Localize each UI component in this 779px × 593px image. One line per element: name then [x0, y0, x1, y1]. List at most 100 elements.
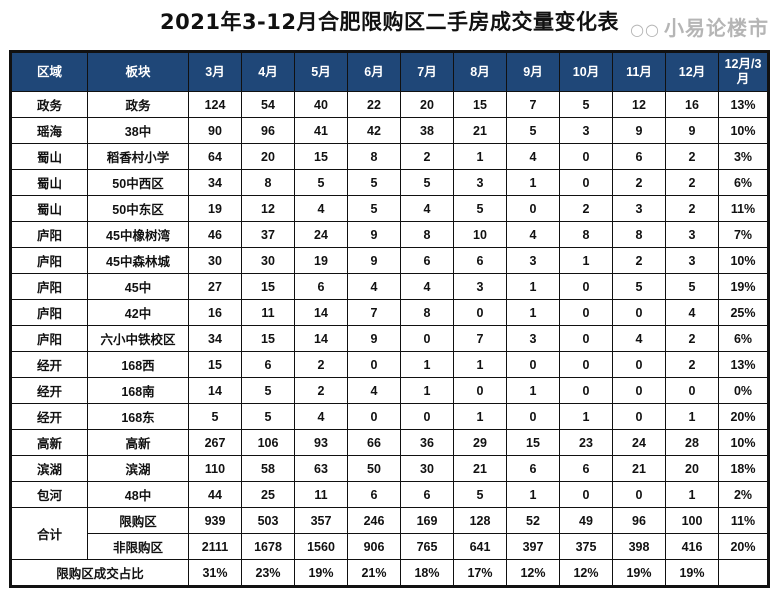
value-cell: 25%: [718, 299, 769, 326]
value-cell: 1: [506, 481, 560, 508]
share-value-cell: 12%: [506, 559, 560, 587]
value-cell: 19: [294, 247, 348, 274]
value-cell: 16: [665, 91, 719, 118]
value-cell: 2: [612, 247, 666, 274]
value-cell: 8: [559, 221, 613, 248]
value-cell: 6: [241, 351, 295, 378]
value-cell: 5: [559, 91, 613, 118]
total-value-cell: 100: [665, 507, 719, 534]
value-cell: 6: [400, 481, 454, 508]
total-value-cell: 1560: [294, 533, 348, 560]
region-cell: 瑶海: [10, 117, 88, 144]
value-cell: 6: [612, 143, 666, 170]
value-cell: 9: [347, 325, 401, 352]
value-cell: 30: [400, 455, 454, 482]
value-cell: 4: [506, 143, 560, 170]
value-cell: 0: [612, 403, 666, 430]
value-cell: 0: [612, 481, 666, 508]
value-cell: 3: [506, 325, 560, 352]
total-value-cell: 357: [294, 507, 348, 534]
value-cell: 15: [506, 429, 560, 456]
share-value-cell: 12%: [559, 559, 613, 587]
value-cell: 8: [347, 143, 401, 170]
value-cell: 2: [559, 195, 613, 222]
value-cell: 0: [400, 403, 454, 430]
value-cell: 0: [347, 403, 401, 430]
value-cell: 24: [294, 221, 348, 248]
value-cell: 4: [400, 195, 454, 222]
region-cell: 庐阳: [10, 299, 88, 326]
value-cell: 21: [453, 455, 507, 482]
block-cell: 稻香村小学: [87, 143, 189, 170]
table-row: 高新 高新 267 106 93 66 36 29 15 23 24 28 10%: [10, 429, 769, 456]
column-header: 12月: [665, 51, 719, 92]
value-cell: 3: [453, 169, 507, 196]
block-cell: 45中森林城: [87, 247, 189, 274]
value-cell: 90: [188, 117, 242, 144]
value-cell: 3%: [718, 143, 769, 170]
value-cell: 8: [400, 299, 454, 326]
value-cell: 3: [559, 117, 613, 144]
value-cell: 5: [453, 481, 507, 508]
block-cell: 高新: [87, 429, 189, 456]
region-cell: 滨湖: [10, 455, 88, 482]
value-cell: 5: [347, 195, 401, 222]
value-cell: 44: [188, 481, 242, 508]
value-cell: 1: [665, 481, 719, 508]
region-cell: 经开: [10, 403, 88, 430]
value-cell: 40: [294, 91, 348, 118]
value-cell: 15: [241, 273, 295, 300]
total-value-cell: 765: [400, 533, 454, 560]
block-cell: 六小中铁校区: [87, 325, 189, 352]
value-cell: 0: [559, 169, 613, 196]
region-cell: 经开: [10, 377, 88, 404]
value-cell: 2: [612, 169, 666, 196]
value-cell: 5: [665, 273, 719, 300]
value-cell: 1: [453, 403, 507, 430]
value-cell: 0: [612, 351, 666, 378]
share-value-cell: 19%: [612, 559, 666, 587]
value-cell: 24: [612, 429, 666, 456]
value-cell: 10%: [718, 117, 769, 144]
value-cell: 96: [241, 117, 295, 144]
value-cell: 30: [241, 247, 295, 274]
region-cell: 高新: [10, 429, 88, 456]
value-cell: 19%: [718, 273, 769, 300]
total-value-cell: 49: [559, 507, 613, 534]
value-cell: 16: [188, 299, 242, 326]
value-cell: 0: [559, 143, 613, 170]
table-row: 政务 政务 124 54 40 22 20 15 7 5 12 16 13%: [10, 91, 769, 118]
value-cell: 14: [294, 325, 348, 352]
value-cell: 2%: [718, 481, 769, 508]
value-cell: 6: [559, 455, 613, 482]
block-cell: 滨湖: [87, 455, 189, 482]
value-cell: 15: [294, 143, 348, 170]
value-cell: 3: [612, 195, 666, 222]
value-cell: 0: [612, 299, 666, 326]
value-cell: 34: [188, 169, 242, 196]
value-cell: 7: [506, 91, 560, 118]
value-cell: 6: [453, 247, 507, 274]
region-cell: 蜀山: [10, 195, 88, 222]
value-cell: 0: [559, 481, 613, 508]
block-cell: 168东: [87, 403, 189, 430]
value-cell: 0: [506, 351, 560, 378]
value-cell: 25: [241, 481, 295, 508]
value-cell: 15: [453, 91, 507, 118]
header-row: 区域 板块 3月 4月 5月 6月 7月 8月 9月 10月 11月 12月 12月/3月: [10, 51, 769, 92]
column-header: 区域: [10, 51, 88, 92]
value-cell: 20: [400, 91, 454, 118]
value-cell: 6: [506, 455, 560, 482]
share-value-cell: 17%: [453, 559, 507, 587]
value-cell: 4: [400, 273, 454, 300]
value-cell: 7: [347, 299, 401, 326]
share-value-cell: [718, 559, 769, 587]
value-cell: 110: [188, 455, 242, 482]
total-value-cell: 96: [612, 507, 666, 534]
region-cell: 庐阳: [10, 247, 88, 274]
value-cell: 50: [347, 455, 401, 482]
column-header: 板块: [87, 51, 189, 92]
value-cell: 4: [347, 273, 401, 300]
region-cell: 蜀山: [10, 169, 88, 196]
value-cell: 7%: [718, 221, 769, 248]
